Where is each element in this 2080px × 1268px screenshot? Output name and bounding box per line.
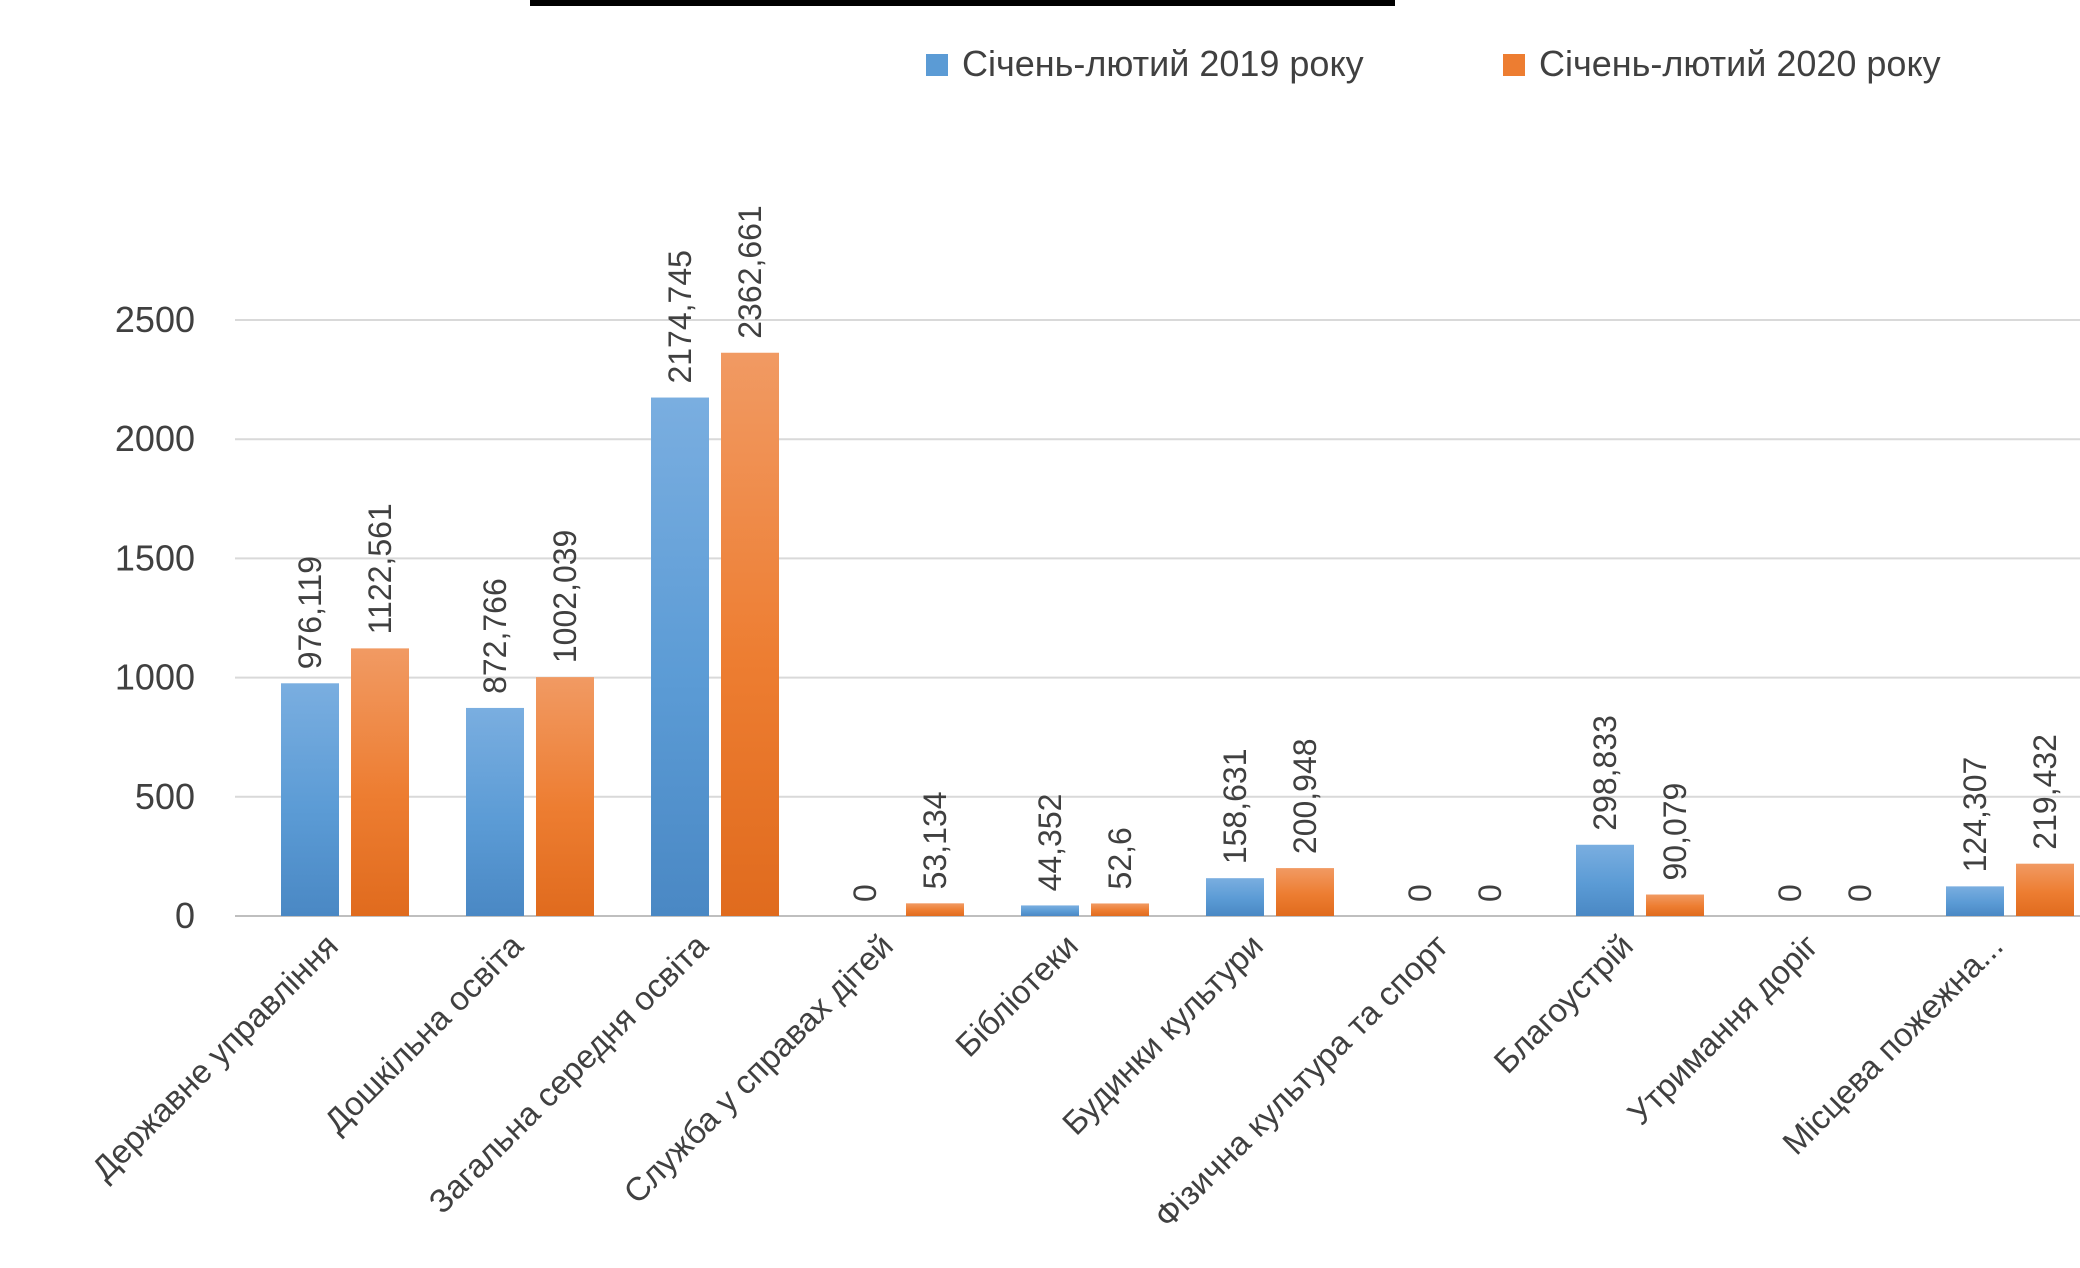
bar-2020: [1646, 894, 1704, 916]
bar-2019: [651, 397, 709, 917]
value-label: 0: [1772, 884, 1808, 902]
bar-2020: [536, 677, 594, 916]
bar-2020: [721, 352, 779, 917]
value-label: 1122,561: [362, 503, 398, 634]
value-labels: 976,119 1122,561 872,766 1002,039 2174,745 23…: [292, 205, 2063, 902]
y-tick-label: 0: [175, 895, 195, 936]
bar-2019: [281, 683, 339, 916]
legend-label: Січень-лютий 2020 року: [1539, 43, 1941, 84]
category-label: Фізична культура та спорт: [1147, 927, 1455, 1235]
category-label: Благоустрій: [1486, 927, 1639, 1080]
legend-swatch: [1503, 54, 1525, 76]
value-label: 53,134: [917, 791, 953, 889]
value-label: 872,766: [477, 578, 513, 694]
bar-2020: [351, 648, 409, 916]
bar-2019: [466, 707, 524, 916]
value-label: 1002,039: [547, 530, 583, 663]
category-label: Будинки культури: [1055, 927, 1270, 1142]
value-label: 2362,661: [732, 205, 768, 338]
legend-swatch: [926, 54, 948, 76]
value-label: 52,6: [1102, 827, 1138, 889]
y-tick-label: 2000: [115, 418, 195, 459]
bar-2019: [1946, 886, 2004, 916]
y-tick-label: 2500: [115, 299, 195, 340]
legend-label: Січень-лютий 2019 року: [962, 43, 1364, 84]
bar-2019: [1576, 844, 1634, 916]
y-tick-label: 1500: [115, 537, 195, 578]
bar-2019: [1206, 878, 1264, 916]
value-label: 44,352: [1032, 794, 1068, 892]
category-label: Дошкільна освіта: [317, 926, 531, 1140]
bar-2019: [1021, 905, 1079, 916]
value-label: 158,631: [1217, 749, 1253, 865]
y-tick-label: 1000: [115, 657, 195, 698]
value-label: 976,119: [292, 556, 328, 669]
value-label: 200,948: [1287, 738, 1323, 854]
y-axis-ticks: 0 500 1000 1500 2000 2500: [115, 299, 195, 936]
category-label: Бібліотеки: [948, 927, 1085, 1064]
bar-2020: [2016, 863, 2074, 916]
value-label: 0: [847, 884, 883, 902]
value-label: 2174,745: [662, 250, 698, 383]
category-label: Утримання доріг: [1620, 927, 1825, 1132]
bar-2020: [1091, 903, 1149, 916]
value-label: 298,833: [1587, 715, 1623, 831]
y-tick-label: 500: [135, 776, 195, 817]
bar-2020: [1276, 868, 1334, 916]
value-label: 0: [1842, 884, 1878, 902]
value-label: 90,079: [1657, 783, 1693, 881]
legend: Січень-лютий 2019 року Січень-лютий 2020 …: [926, 43, 1941, 84]
bars: [281, 352, 2074, 917]
value-label: 124,307: [1957, 757, 1993, 873]
value-label: 0: [1402, 884, 1438, 902]
bar-2020: [906, 903, 964, 916]
category-label: Державне управління: [84, 927, 345, 1188]
value-label: 0: [1472, 884, 1508, 902]
value-label: 219,432: [2027, 734, 2063, 850]
